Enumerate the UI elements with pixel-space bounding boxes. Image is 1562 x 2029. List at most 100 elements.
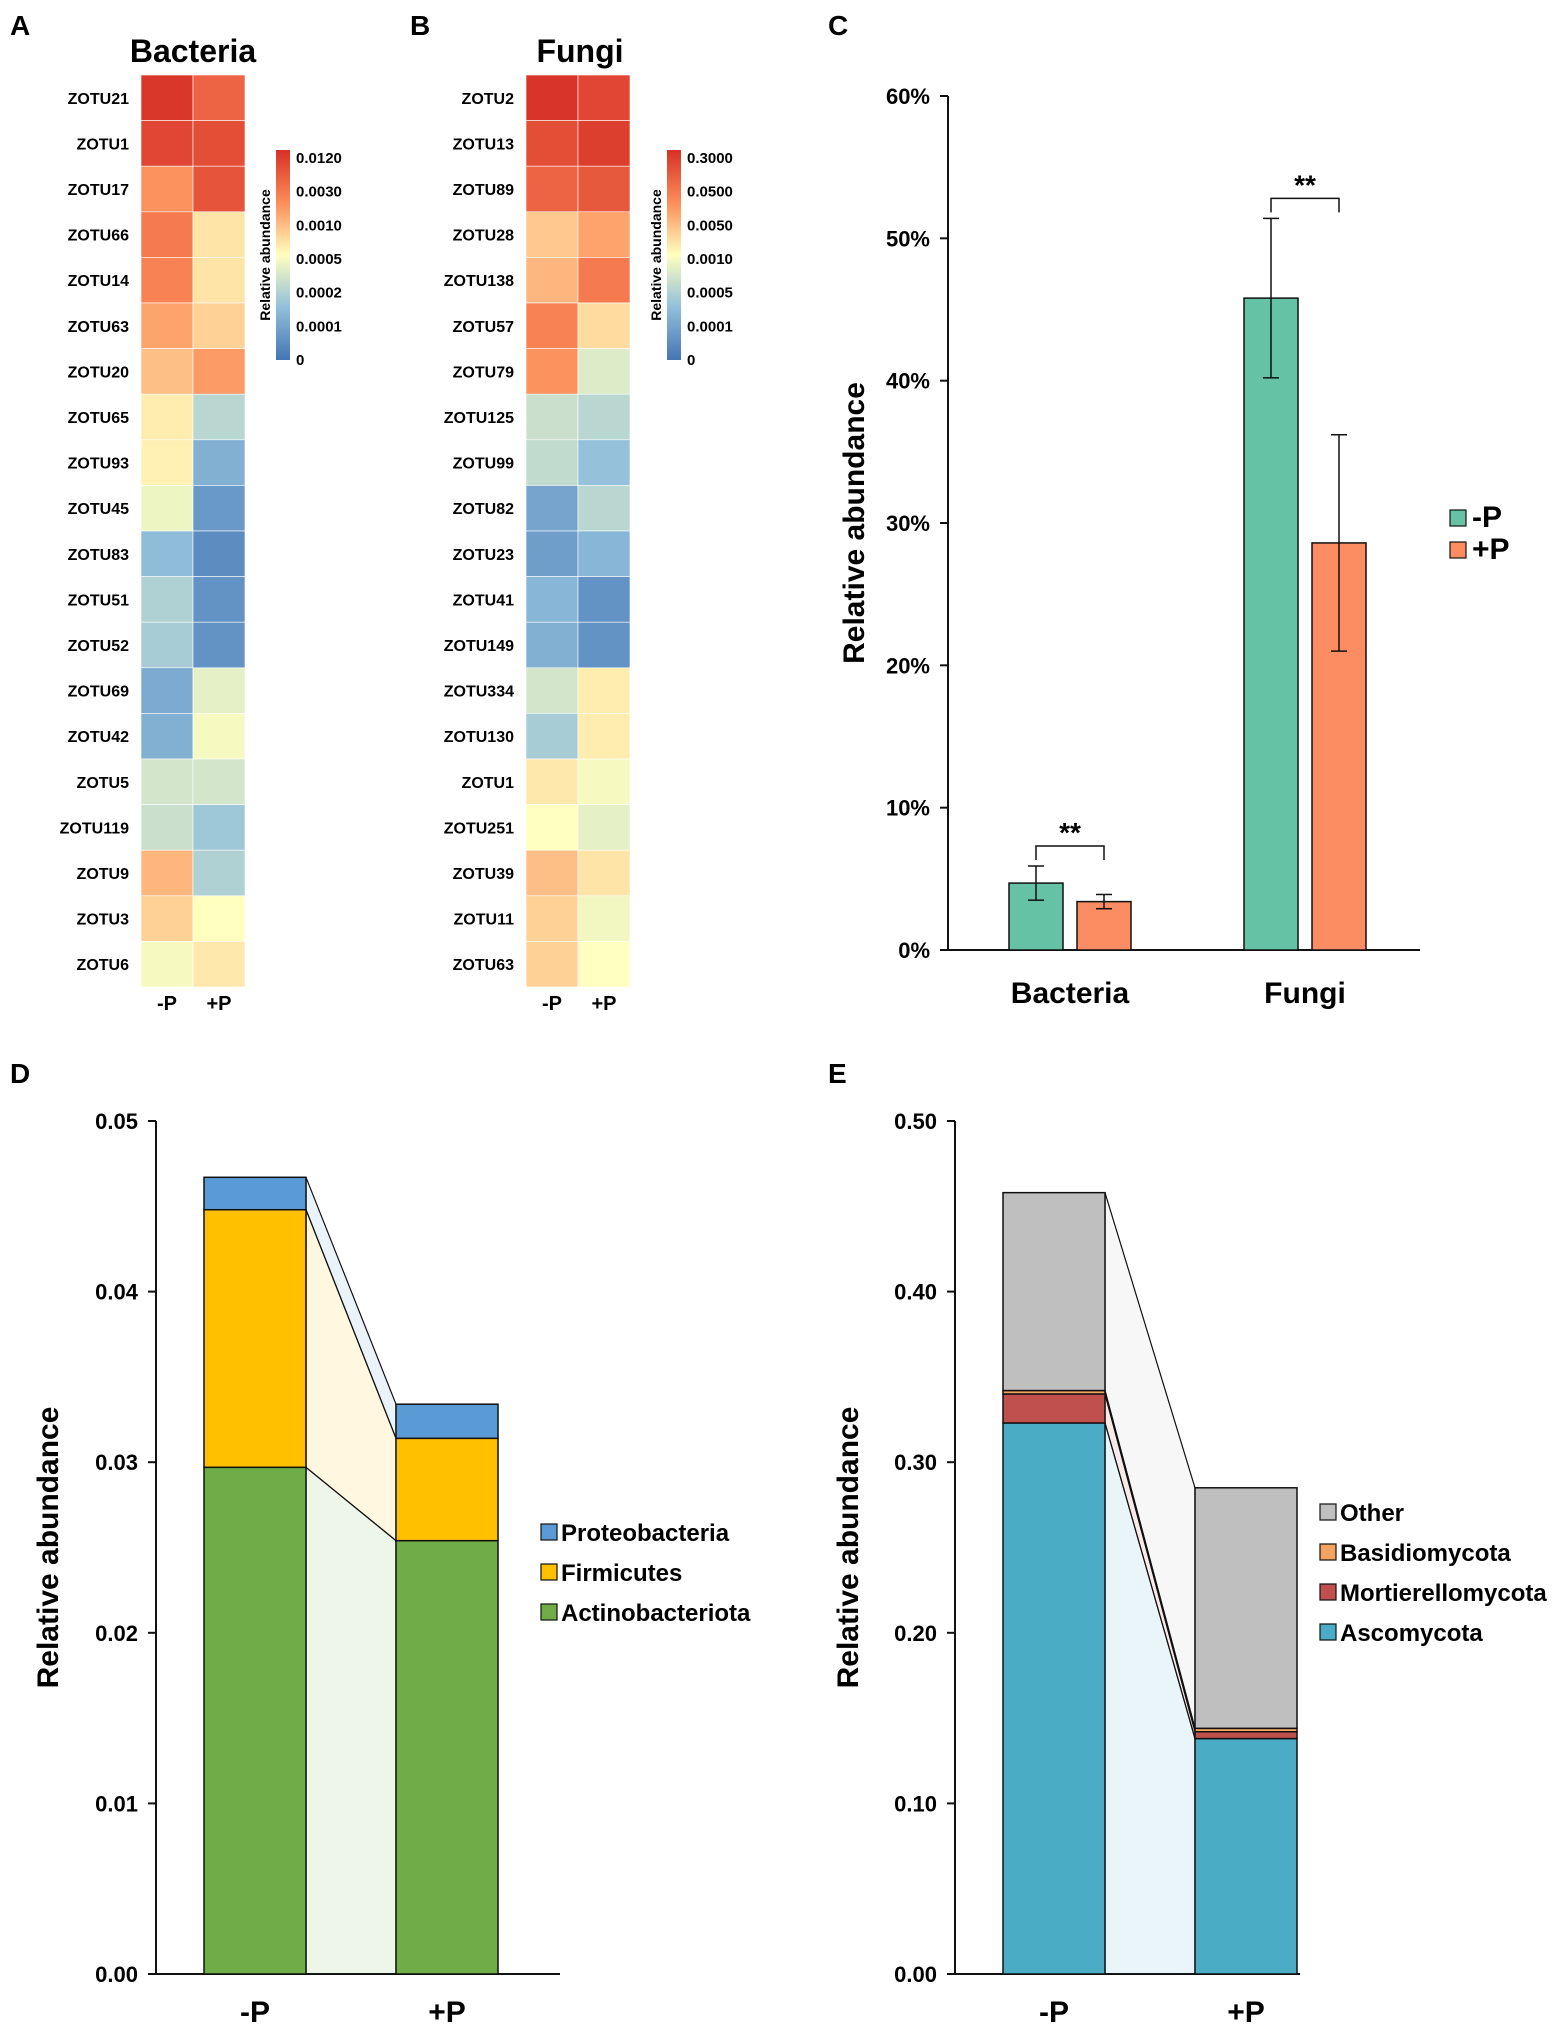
- heatmap-cell: [525, 895, 579, 942]
- heatmap-cell: [192, 439, 246, 486]
- colorbar-title: Relative abundance: [257, 189, 273, 321]
- legend-label: Other: [1340, 1500, 1404, 1527]
- y-tick-label: 0.40: [894, 1280, 937, 1305]
- heatmap-cell: [525, 211, 579, 258]
- heatmap-cell: [140, 257, 194, 304]
- heatmap-cell: [577, 576, 631, 623]
- legend-swatch: [1449, 541, 1467, 559]
- heatmap-cell: [577, 758, 631, 805]
- heatmap-cell: [192, 667, 246, 714]
- heatmap-bacteria: ZOTU21 ZOTU1 ZOTU17 ZOTU66 ZOTU14 ZOTU63 ZOTU2…: [60, 74, 342, 1015]
- legend-swatch: [1319, 1543, 1337, 1561]
- heatmap-cell: [192, 530, 246, 577]
- heatmap-row-label: ZOTU23: [453, 547, 514, 564]
- legend-swatch: [1449, 509, 1467, 527]
- heatmap-cell: [140, 211, 194, 258]
- heatmap-cell: [577, 165, 631, 213]
- heatmap-cell: [192, 165, 246, 213]
- stack-ascomycota-minus-p: [1002, 1422, 1106, 1975]
- heatmap-row-label: ZOTU125: [444, 410, 514, 427]
- colorbar-label: 0.0500: [687, 184, 733, 201]
- heatmap-row-label: ZOTU14: [68, 273, 129, 290]
- heatmap-cell: [577, 941, 631, 988]
- heatmap-row-label: ZOTU69: [68, 684, 129, 701]
- colorbar: [276, 150, 290, 360]
- heatmap-cell: [525, 576, 579, 623]
- heatmap-row-label: ZOTU6: [77, 957, 130, 974]
- heatmap-row-label: ZOTU66: [68, 228, 129, 245]
- y-tick-label: 0.20: [894, 1621, 937, 1646]
- heatmap-cell: [140, 120, 194, 167]
- y-tick-label: 20%: [886, 653, 930, 678]
- colorbar-label: 0.0050: [687, 217, 733, 234]
- heatmap-row-label: ZOTU63: [68, 319, 129, 336]
- heatmap-row-label: ZOTU3: [77, 912, 130, 929]
- stack-firmicutes-minus-p: [203, 1208, 307, 1469]
- colorbar-label: 0.0001: [296, 318, 342, 335]
- heatmap-cell: [140, 576, 194, 623]
- x-category-label: -P: [240, 1996, 270, 2029]
- heatmap-cell: [192, 758, 246, 805]
- heatmap-cell: [192, 74, 246, 121]
- colorbar-label: 0.0005: [296, 251, 342, 268]
- heatmap-cell: [192, 941, 246, 988]
- heatmap-row-label: ZOTU11: [454, 912, 515, 929]
- panel-letter-d: D: [10, 1058, 30, 1089]
- heatmap-cell: [577, 257, 631, 304]
- stack-other-minus-p: [1002, 1191, 1106, 1392]
- x-category-label: Bacteria: [1011, 977, 1130, 1010]
- y-tick-label: 10%: [886, 796, 930, 821]
- heatmap-row-label: ZOTU138: [444, 273, 514, 290]
- heatmap-cell: [192, 211, 246, 258]
- legend-label: Mortierellomycota: [1340, 1580, 1547, 1607]
- flow-band-actinobacteriota: [305, 1466, 397, 1975]
- heatmap-row-label: ZOTU89: [453, 182, 514, 199]
- heatmap-row-label: ZOTU9: [77, 866, 130, 883]
- heatmap-cell: [525, 713, 579, 760]
- x-category-label: -P: [1039, 1996, 1069, 2029]
- stacked-chart-bacteria-phyla: 0.00 0.01 0.02 0.03 0.04 0.05 Relative abundan…: [32, 1109, 751, 2029]
- heatmap-cell: [525, 439, 579, 486]
- heatmap-row-label: ZOTU83: [68, 547, 129, 564]
- heatmap-row-label: ZOTU1: [77, 136, 130, 153]
- heatmap-row-label: ZOTU51: [68, 592, 129, 609]
- heatmap-fungi-title: Fungi: [536, 33, 623, 69]
- colorbar-label: 0: [296, 352, 304, 369]
- heatmap-cell: [525, 621, 579, 669]
- heatmap-row-label: ZOTU41: [453, 592, 514, 609]
- heatmap-cell: [140, 485, 194, 532]
- heatmap-row-label: ZOTU2: [462, 91, 515, 108]
- heatmap-row-label: ZOTU45: [68, 501, 129, 518]
- legend-label: Basidiomycota: [1340, 1540, 1511, 1567]
- heatmap-cell: [140, 849, 194, 897]
- colorbar-label: 0.0002: [296, 285, 342, 302]
- heatmap-cell: [140, 804, 194, 851]
- colorbar-label: 0.0005: [687, 285, 733, 302]
- heatmap-cell: [525, 393, 579, 441]
- y-tick-label: 50%: [886, 226, 930, 251]
- colorbar-label: 0.0120: [296, 150, 342, 167]
- y-tick-label: 0.01: [95, 1791, 138, 1816]
- heatmap-cell: [577, 713, 631, 760]
- colorbar-label: 0.0001: [687, 318, 733, 335]
- heatmap-cell: [192, 120, 246, 167]
- heatmap-row-label: ZOTU63: [453, 957, 514, 974]
- heatmap-cell: [525, 758, 579, 805]
- heatmap-col-label: +P: [206, 993, 231, 1015]
- heatmap-cell: [577, 621, 631, 669]
- y-tick-label: 0.50: [894, 1109, 937, 1134]
- heatmap-row-label: ZOTU65: [68, 410, 129, 427]
- heatmap-row-label: ZOTU17: [68, 182, 129, 199]
- y-tick-label: 0%: [898, 938, 930, 963]
- heatmap-cell: [525, 165, 579, 213]
- heatmap-row-label: ZOTU1: [462, 775, 515, 792]
- heatmap-cell: [577, 348, 631, 395]
- heatmap-cell: [577, 393, 631, 441]
- y-tick-label: 0.00: [894, 1962, 937, 1987]
- heatmap-row-label: ZOTU251: [444, 820, 514, 837]
- heatmap-cell: [140, 758, 194, 805]
- panel-letter-e: E: [828, 1058, 847, 1089]
- heatmap-row-label: ZOTU28: [453, 228, 514, 245]
- legend-label: Actinobacteriota: [561, 1600, 751, 1627]
